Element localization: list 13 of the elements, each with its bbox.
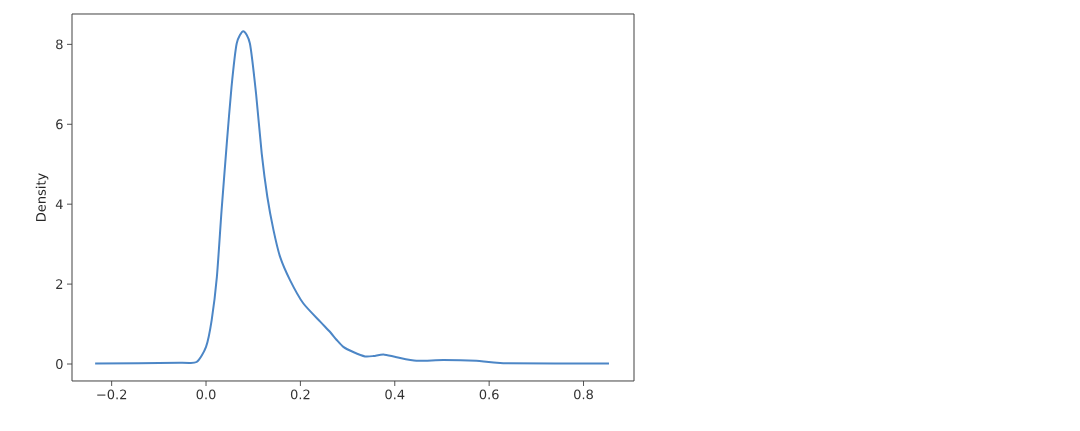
- y-tick-label: 0: [56, 359, 63, 369]
- x-tick-label: 0.6: [479, 389, 499, 400]
- line-series: [94, 30, 610, 365]
- x-tick-label: 0.4: [385, 389, 405, 400]
- y-tick-label: 6: [56, 119, 63, 130]
- y-axis-title: Density: [35, 173, 49, 221]
- x-tick-label: 0.2: [290, 389, 310, 400]
- x-tick-label: 0.8: [574, 389, 593, 400]
- y-tick-label: 2: [56, 279, 63, 289]
- x-tick-label: −0.2: [97, 389, 127, 400]
- x-tick-label: 0.0: [196, 389, 216, 400]
- y-tick-label: 4: [55, 199, 63, 209]
- y-tick-label: 8: [56, 39, 63, 50]
